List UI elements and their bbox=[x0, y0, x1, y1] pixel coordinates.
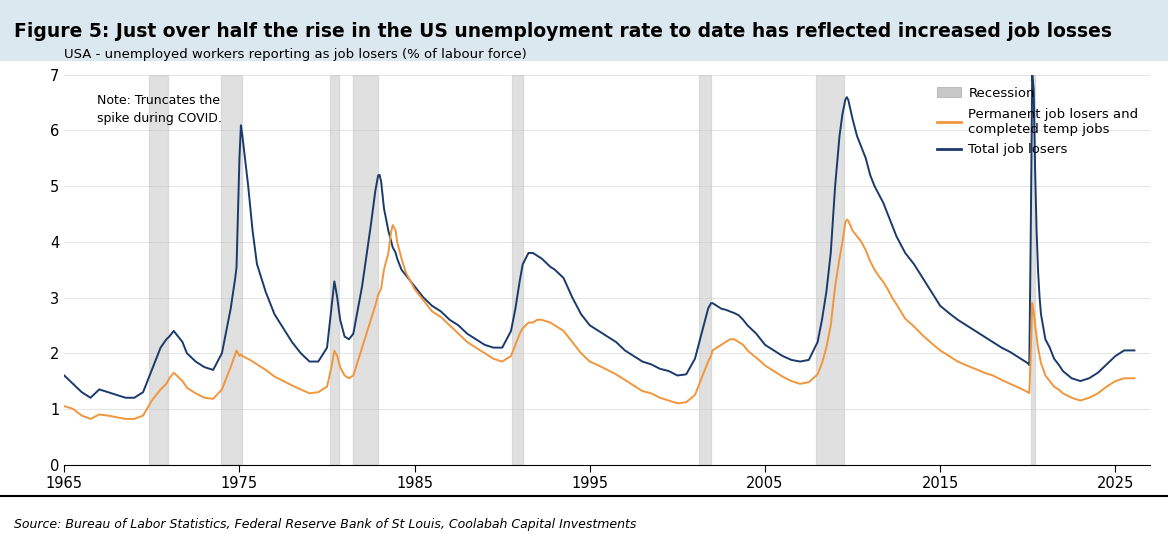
Bar bbox=[148, 75, 168, 465]
Bar bbox=[816, 75, 843, 465]
Text: Figure 5: Just over half the rise in the US unemployment rate to date has reflec: Figure 5: Just over half the rise in the… bbox=[14, 22, 1112, 42]
Legend: Recession, Permanent job losers and
completed temp jobs, Total job losers: Recession, Permanent job losers and comp… bbox=[932, 81, 1143, 162]
Bar bbox=[221, 75, 243, 465]
Text: USA - unemployed workers reporting as job losers (% of labour force): USA - unemployed workers reporting as jo… bbox=[64, 48, 527, 61]
Bar bbox=[331, 75, 339, 465]
Bar bbox=[1031, 75, 1035, 465]
Bar bbox=[353, 75, 378, 465]
Text: Note: Truncates the
spike during COVID.: Note: Truncates the spike during COVID. bbox=[97, 95, 222, 125]
Bar bbox=[700, 75, 711, 465]
Text: Source: Bureau of Labor Statistics, Federal Reserve Bank of St Louis, Coolabah C: Source: Bureau of Labor Statistics, Fede… bbox=[14, 519, 637, 531]
Bar bbox=[513, 75, 523, 465]
